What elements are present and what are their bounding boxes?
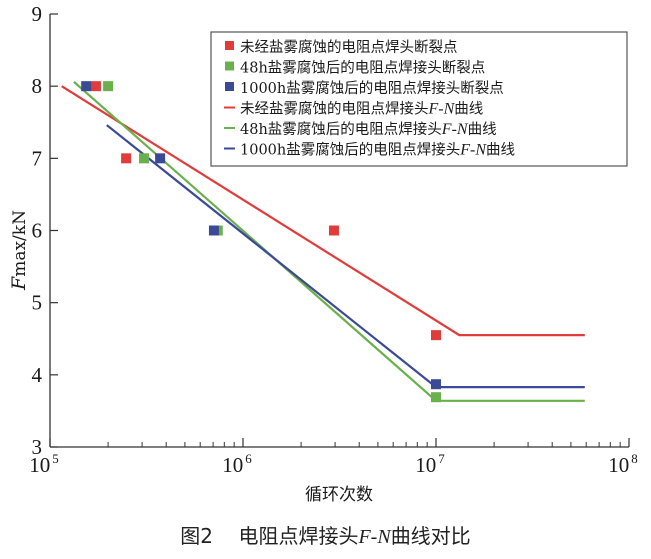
- fracture-point-marker: [431, 330, 441, 341]
- axes: 3 4 5 6 7 8 9 10 5 10 6 10 7 10 8: [29, 2, 638, 477]
- fracture-point-marker: [121, 153, 132, 164]
- x-tick-label: 10 6: [222, 451, 252, 477]
- x-tick-label: 10 5: [29, 451, 59, 477]
- fracture-point-marker: [208, 225, 219, 236]
- x-axis-title: 循环次数: [305, 485, 373, 505]
- fracture-point-marker: [90, 81, 101, 92]
- fracture-points: [81, 81, 441, 403]
- figure-caption: 图2 电阻点焊接头F-N曲线对比: [0, 520, 651, 549]
- caption-text: 电阻点焊接头: [238, 524, 359, 548]
- legend-label: 1000h盐雾腐蚀后的电阻点焊接头断裂点: [240, 79, 504, 97]
- legend-label: 未经盐雾腐蚀的电阻点焊接头F-N曲线: [240, 100, 483, 118]
- y-tick-label: 7: [32, 146, 43, 170]
- legend: 未经盐雾腐蚀的电阻点焊头断裂点 48h盐雾腐蚀后的电阻点焊接头断裂点 1000h盐雾…: [210, 31, 628, 167]
- y-axis-title: Fmax/kN: [8, 210, 30, 291]
- caption-suffix: 曲线对比: [390, 524, 471, 548]
- fracture-point-marker: [103, 81, 114, 92]
- fracture-point-marker: [81, 81, 92, 92]
- legend-square-icon: [225, 41, 234, 50]
- y-tick-label: 8: [32, 74, 43, 98]
- y-tick-label: 4: [32, 363, 43, 387]
- fracture-point-marker: [431, 379, 441, 390]
- legend-label: 未经盐雾腐蚀的电阻点焊头断裂点: [240, 38, 458, 56]
- chart-canvas: 3 4 5 6 7 8 9 10 5 10 6 10 7 10 8 未经盐雾腐蚀的电阻点焊头断裂点 48h盐雾…: [8, 2, 638, 505]
- y-tick-label: 3: [32, 435, 43, 459]
- fracture-point-marker: [139, 153, 150, 164]
- fracture-point-marker: [155, 153, 166, 164]
- y-tick-label: 5: [32, 291, 43, 315]
- legend-box: [210, 31, 628, 167]
- legend-label: 48h盐雾腐蚀后的电阻点焊接头F-N曲线: [240, 120, 497, 138]
- svg-text:Fmax/kN: Fmax/kN: [8, 210, 30, 291]
- x-tick-label: 10 7: [415, 451, 445, 477]
- y-tick-label: 6: [32, 219, 43, 243]
- fn-curve: [61, 85, 585, 337]
- y-axis-title-unit: max/kN: [10, 210, 30, 277]
- fracture-point-marker: [431, 392, 441, 403]
- y-axis-title-symbol: F: [8, 276, 30, 291]
- y-tick-label: 9: [32, 2, 43, 26]
- legend-square-icon: [225, 82, 234, 91]
- legend-square-icon: [225, 61, 234, 71]
- legend-label: 1000h盐雾腐蚀后的电阻点焊接头F-N曲线: [240, 141, 515, 159]
- fracture-point-marker: [328, 225, 339, 236]
- x-tick-label: 10 8: [608, 451, 638, 477]
- caption-fn: F-N: [358, 526, 391, 548]
- legend-label: 48h盐雾腐蚀后的电阻点焊接头断裂点: [240, 59, 485, 77]
- caption-prefix: 图2: [180, 524, 214, 548]
